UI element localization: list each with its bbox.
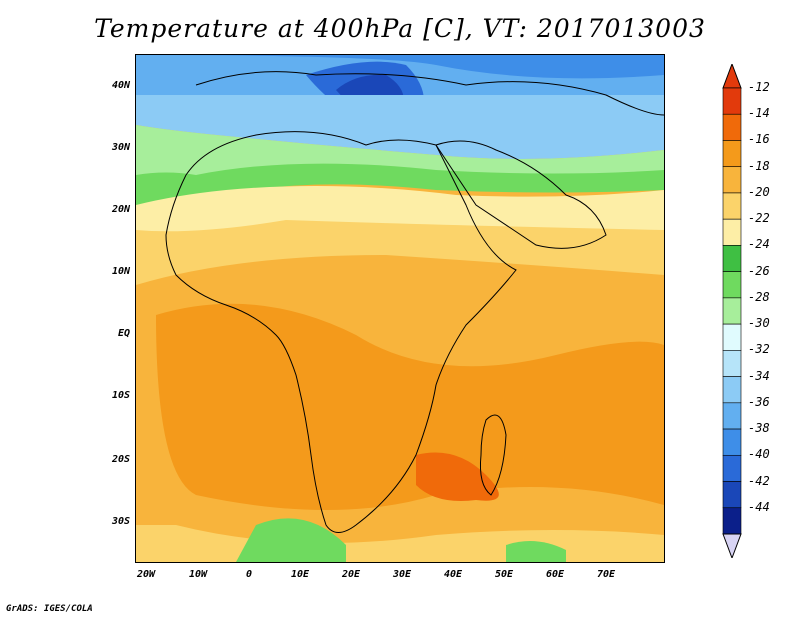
colorbar-cell bbox=[722, 428, 742, 456]
colorbar-cell bbox=[722, 218, 742, 246]
lat-label-40n: 40N bbox=[111, 80, 130, 91]
lat-label-10s: 10S bbox=[111, 390, 130, 401]
colorbar-cell bbox=[722, 507, 742, 535]
arabia-outline bbox=[435, 140, 607, 249]
colorbar-cell bbox=[722, 192, 742, 220]
colorbar-label: -42 bbox=[748, 473, 770, 488]
lon-label-20w: 20W bbox=[136, 569, 156, 580]
colorbar-cell bbox=[722, 454, 742, 482]
colorbar-label: -34 bbox=[748, 368, 770, 383]
colorbar-label: -24 bbox=[748, 237, 770, 252]
colorbar-label: -26 bbox=[748, 263, 770, 278]
colorbar-cell bbox=[722, 245, 742, 272]
band-south-green-2 bbox=[506, 541, 566, 562]
colorbar-label: -32 bbox=[748, 342, 770, 357]
colorbar-label: -36 bbox=[748, 394, 770, 409]
band-yellow bbox=[136, 220, 664, 285]
colorbar-label: -12 bbox=[748, 80, 770, 94]
band-very-cold bbox=[136, 55, 664, 79]
colorbar-cell bbox=[722, 113, 742, 141]
lat-label-20n: 20N bbox=[111, 204, 130, 215]
band-green bbox=[136, 163, 664, 230]
colorbar-cell bbox=[722, 271, 742, 299]
colorbar-top-arrow bbox=[722, 64, 742, 89]
colorbar-cell bbox=[722, 166, 742, 194]
colorbar-cell bbox=[722, 402, 742, 430]
lat-label-30s: 30S bbox=[111, 516, 130, 527]
colorbar-cell bbox=[722, 481, 742, 509]
colorbar-label: -44 bbox=[748, 499, 770, 514]
colorbar-cell bbox=[722, 140, 742, 168]
colorbar-label: -38 bbox=[748, 421, 770, 436]
colorbar-label: -22 bbox=[748, 211, 770, 226]
lon-label-50e: 50E bbox=[494, 569, 514, 580]
temperature-map bbox=[136, 55, 664, 562]
colorbar-label: -28 bbox=[748, 289, 770, 304]
colorbar-label: -16 bbox=[748, 132, 770, 147]
colorbar-cell bbox=[722, 87, 742, 115]
lon-label-20e: 20E bbox=[341, 569, 361, 580]
colorbar-label: -20 bbox=[748, 184, 770, 199]
colorbar bbox=[722, 64, 742, 558]
lat-label-10n: 10N bbox=[111, 266, 130, 277]
lon-label-40e: 40E bbox=[443, 569, 463, 580]
madagascar-outline bbox=[480, 414, 507, 496]
lon-label-70e: 70E bbox=[596, 569, 616, 580]
map-panel bbox=[135, 54, 665, 563]
colorbar-bottom-arrow bbox=[722, 533, 742, 558]
colorbar-label: -40 bbox=[748, 447, 770, 462]
chart-title: Temperature at 400hPa [C], VT: 201701300… bbox=[94, 14, 706, 43]
lat-label-eq: EQ bbox=[117, 328, 130, 339]
colorbar-label: -14 bbox=[748, 106, 770, 121]
europe-coast bbox=[195, 71, 664, 116]
lon-label-0: 0 bbox=[245, 569, 253, 580]
lon-label-10w: 10W bbox=[188, 569, 208, 580]
colorbar-cell bbox=[722, 297, 742, 325]
colorbar-label: -30 bbox=[748, 316, 770, 331]
colorbar-cell bbox=[722, 350, 742, 377]
africa-outline bbox=[165, 131, 517, 533]
band-orange bbox=[156, 303, 664, 510]
band-light-green bbox=[136, 125, 664, 205]
colorbar-cell bbox=[722, 376, 742, 404]
lon-label-30e: 30E bbox=[392, 569, 412, 580]
colorbar-cell bbox=[722, 323, 742, 351]
colorbar-label: -18 bbox=[748, 158, 770, 173]
lat-label-30n: 30N bbox=[111, 142, 130, 153]
lat-label-20s: 20S bbox=[111, 454, 130, 465]
credit-text: GrADS: IGES/COLA bbox=[6, 604, 93, 614]
lon-label-10e: 10E bbox=[290, 569, 310, 580]
lon-label-60e: 60E bbox=[545, 569, 565, 580]
band-warm-core bbox=[416, 452, 499, 501]
band-south-green bbox=[236, 518, 346, 562]
band-cool bbox=[136, 95, 664, 159]
